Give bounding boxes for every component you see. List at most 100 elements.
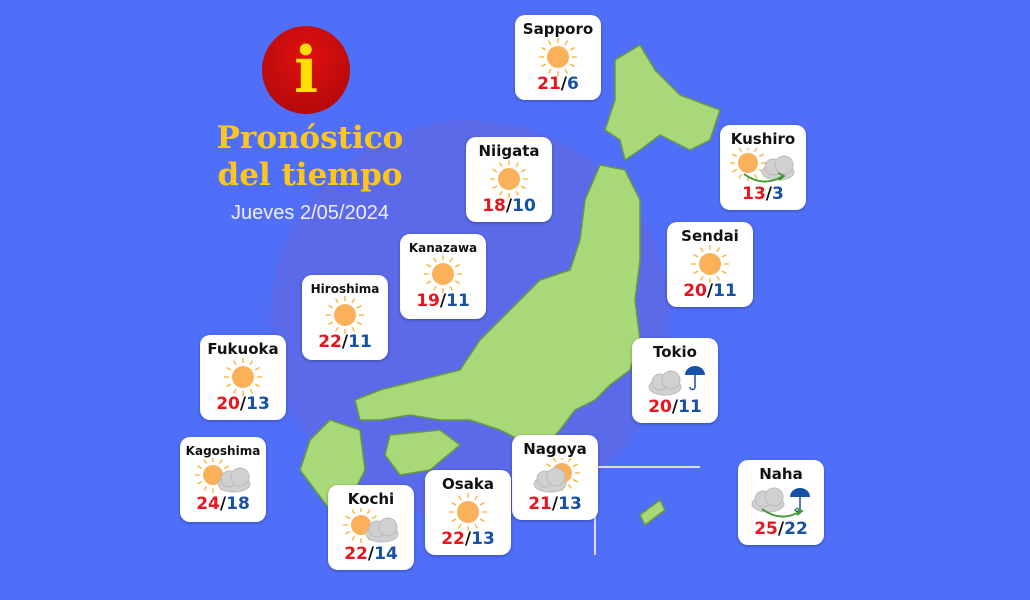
temp-high: 21 xyxy=(528,494,552,514)
city-name: Sendai xyxy=(681,227,739,245)
cloud-icon xyxy=(533,467,567,493)
weather-sun-icon xyxy=(424,255,462,293)
cloud-icon xyxy=(648,370,682,396)
temperature: 20/13 xyxy=(216,394,270,414)
umbrella-icon xyxy=(685,366,705,391)
temp-high: 20 xyxy=(216,394,240,414)
weather-sun-cloud-icon xyxy=(195,458,251,493)
arrow-icon xyxy=(761,508,802,518)
title-line1: Pronóstico xyxy=(216,120,404,156)
city-name: Kanazawa xyxy=(408,241,478,255)
arrow-icon xyxy=(743,173,784,183)
city-card-nagoya: Nagoya 21/13 xyxy=(512,435,598,520)
city-name: Nagoya xyxy=(523,440,587,458)
weather-sun-icon xyxy=(539,38,577,76)
weather-sun-cloud-icon xyxy=(343,508,399,543)
weather-cloud-to-umbrella-icon xyxy=(751,487,810,518)
city-card-kagoshima: Kagoshima 24/18 xyxy=(180,437,266,522)
temperature: 19/11 xyxy=(416,291,470,311)
sun-icon xyxy=(539,38,577,76)
temperature: 18/10 xyxy=(482,196,536,216)
city-name: Hiroshima xyxy=(310,282,380,296)
cloud-icon xyxy=(217,467,251,493)
temperature: 21/13 xyxy=(528,494,582,514)
weather-cloud-umbrella-icon xyxy=(648,366,705,396)
city-name: Tokio xyxy=(653,343,697,361)
temp-high: 24 xyxy=(196,494,220,514)
temp-low: 3 xyxy=(772,184,784,204)
sun-icon xyxy=(449,493,487,531)
temp-low: 13 xyxy=(246,394,270,414)
temperature: 22/13 xyxy=(441,529,495,549)
temp-high: 13 xyxy=(742,184,766,204)
temp-high: 22 xyxy=(344,544,368,564)
temperature: 20/11 xyxy=(648,397,702,417)
city-card-kochi: Kochi 22/14 xyxy=(328,485,414,570)
city-card-sendai: Sendai 20/11 xyxy=(667,222,753,307)
page-title: Pronóstico del tiempo xyxy=(200,120,420,194)
temperature: 24/18 xyxy=(196,494,250,514)
weather-sun-to-cloud-icon xyxy=(730,148,795,183)
city-name: Sapporo xyxy=(522,20,594,38)
city-card-fukuoka: Fukuoka 20/13 xyxy=(200,335,286,420)
city-name: Kushiro xyxy=(730,130,796,148)
sun-icon xyxy=(424,255,462,293)
land xyxy=(299,43,721,527)
cloud-icon xyxy=(751,487,785,513)
info-logo: i xyxy=(262,26,350,114)
weather-sun-icon xyxy=(224,358,262,396)
temp-high: 25 xyxy=(754,519,778,539)
temp-low: 13 xyxy=(471,529,495,549)
city-card-sapporo: Sapporo 21/6 xyxy=(515,15,601,100)
weather-cloud-sun-icon xyxy=(533,458,580,493)
city-card-naha: Naha 25/22 xyxy=(738,460,824,545)
temperature: 20/11 xyxy=(683,281,737,301)
weather-sun-icon xyxy=(326,296,364,334)
temp-low: 6 xyxy=(567,74,579,94)
temp-low: 10 xyxy=(512,196,536,216)
temperature: 25/22 xyxy=(754,519,808,539)
temp-low: 22 xyxy=(784,519,808,539)
temperature: 22/14 xyxy=(344,544,398,564)
city-card-kushiro: Kushiro 13/3 xyxy=(720,125,806,210)
temp-low: 11 xyxy=(348,332,372,352)
city-card-hiroshima: Hiroshima 22/11 xyxy=(302,275,388,360)
sun-icon xyxy=(326,296,364,334)
city-name: Kagoshima xyxy=(185,444,261,458)
city-name: Kochi xyxy=(347,490,395,508)
city-card-osaka: Osaka 22/13 xyxy=(425,470,511,555)
weather-sun-icon xyxy=(490,160,528,198)
temp-high: 21 xyxy=(537,74,561,94)
umbrella-icon xyxy=(790,488,810,513)
city-card-niigata: Niigata 18/10 xyxy=(466,137,552,222)
sun-icon xyxy=(195,458,231,493)
title-line2: del tiempo xyxy=(217,157,403,194)
temperature: 22/11 xyxy=(318,332,372,352)
temp-high: 22 xyxy=(318,332,342,352)
temp-high: 22 xyxy=(441,529,465,549)
weather-sun-icon xyxy=(449,493,487,531)
temp-low: 11 xyxy=(446,291,470,311)
temperature: 21/6 xyxy=(537,74,579,94)
forecast-date: Jueves 2/05/2024 xyxy=(231,202,389,224)
city-name: Niigata xyxy=(478,142,540,160)
info-icon: i xyxy=(293,32,319,108)
temp-high: 20 xyxy=(683,281,707,301)
sun-icon xyxy=(224,358,262,396)
temperature: 13/3 xyxy=(742,184,784,204)
city-name: Osaka xyxy=(442,475,494,493)
temp-low: 11 xyxy=(678,397,702,417)
temp-low: 14 xyxy=(374,544,398,564)
city-name: Fukuoka xyxy=(207,340,279,358)
city-card-tokio: Tokio 20/11 xyxy=(632,338,718,423)
city-card-kanazawa: Kanazawa 19/11 xyxy=(400,234,486,319)
temp-high: 18 xyxy=(482,196,506,216)
temp-low: 18 xyxy=(226,494,250,514)
sun-icon xyxy=(730,148,766,181)
sun-icon xyxy=(490,160,528,198)
temp-high: 19 xyxy=(416,291,440,311)
weather-sun-icon xyxy=(691,245,729,283)
cloud-icon xyxy=(365,517,399,543)
cloud-icon xyxy=(761,155,795,181)
temp-high: 20 xyxy=(648,397,672,417)
